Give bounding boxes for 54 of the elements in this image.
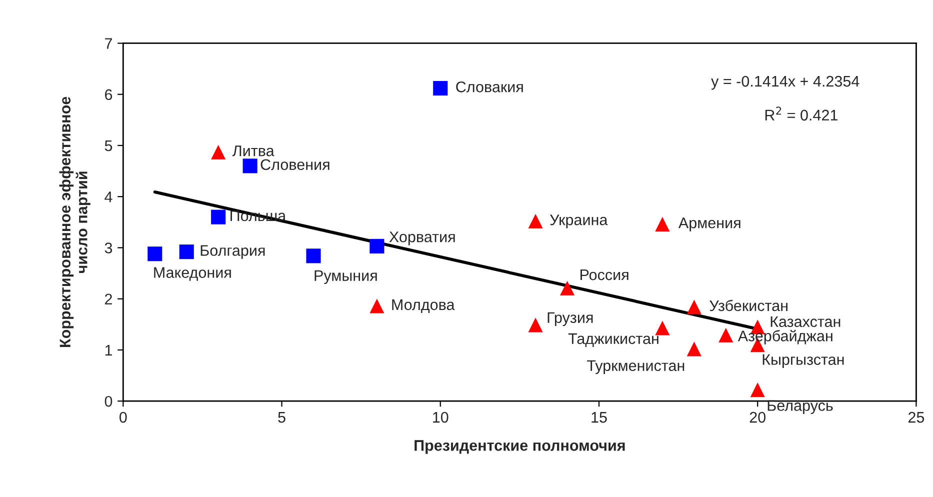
y-axis-title: Корректированное эффективное число партий — [59, 96, 90, 347]
point — [718, 328, 734, 342]
y-tick-label: 6 — [105, 89, 112, 100]
point — [655, 216, 670, 232]
y-tick-label: 5 — [104, 140, 112, 152]
annotation: Узбекистан — [710, 300, 788, 312]
y-tick-label: 7 — [105, 38, 112, 49]
annotation: Словения — [260, 159, 330, 170]
point — [528, 214, 543, 228]
annotation: Россия — [580, 270, 628, 280]
annotation: Румыния — [314, 270, 377, 284]
point — [306, 248, 321, 264]
annotation: Кыргызстан — [762, 354, 844, 368]
point — [242, 158, 258, 174]
point — [370, 298, 384, 314]
annotation: Азербайджан — [738, 330, 832, 344]
x-tick-label: 5 — [278, 412, 286, 423]
x-tick-label: 0 — [120, 412, 127, 423]
point — [750, 382, 765, 398]
annotation: Армения — [678, 218, 740, 232]
annotation: Таджикистан — [568, 333, 658, 347]
point — [686, 300, 702, 314]
annotation: Литва — [232, 146, 274, 156]
x-tick-label: 25 — [908, 412, 924, 423]
y-tick-label: 3 — [104, 242, 112, 254]
annotation: Македония — [154, 267, 231, 281]
y-tick-label: 4 — [104, 192, 112, 202]
point — [211, 210, 226, 224]
point — [560, 280, 575, 296]
y-tick-label: 0 — [104, 396, 112, 407]
x-tick-label: 10 — [433, 412, 448, 423]
annotation: Казахстан — [770, 316, 840, 328]
annotation: Беларусь — [768, 400, 833, 414]
point — [528, 318, 543, 332]
point — [148, 246, 162, 262]
annotation: R$^{2}$ = 0.421 — [765, 106, 838, 121]
annotation: Словакия — [456, 82, 523, 92]
annotation: y = -0.1414x + 4.2354 — [711, 76, 860, 90]
x-tick-label: 15 — [592, 412, 607, 423]
annotation: Грузия — [548, 312, 593, 326]
x-axis-title: Президентские полномочия — [414, 440, 625, 454]
x-tick-label: 20 — [750, 412, 766, 423]
point — [179, 244, 194, 260]
annotation: Болгария — [200, 245, 265, 259]
point — [433, 80, 448, 96]
annotation: Молдова — [392, 299, 455, 313]
point — [686, 342, 702, 356]
y-tick-label: 2 — [105, 294, 112, 304]
point — [370, 238, 384, 254]
annotation: Украина — [550, 214, 608, 228]
annotation: Хорватия — [389, 232, 455, 246]
point — [211, 144, 226, 160]
y-tick-label: 1 — [105, 344, 112, 356]
annotation: Туркменистан — [587, 360, 684, 374]
